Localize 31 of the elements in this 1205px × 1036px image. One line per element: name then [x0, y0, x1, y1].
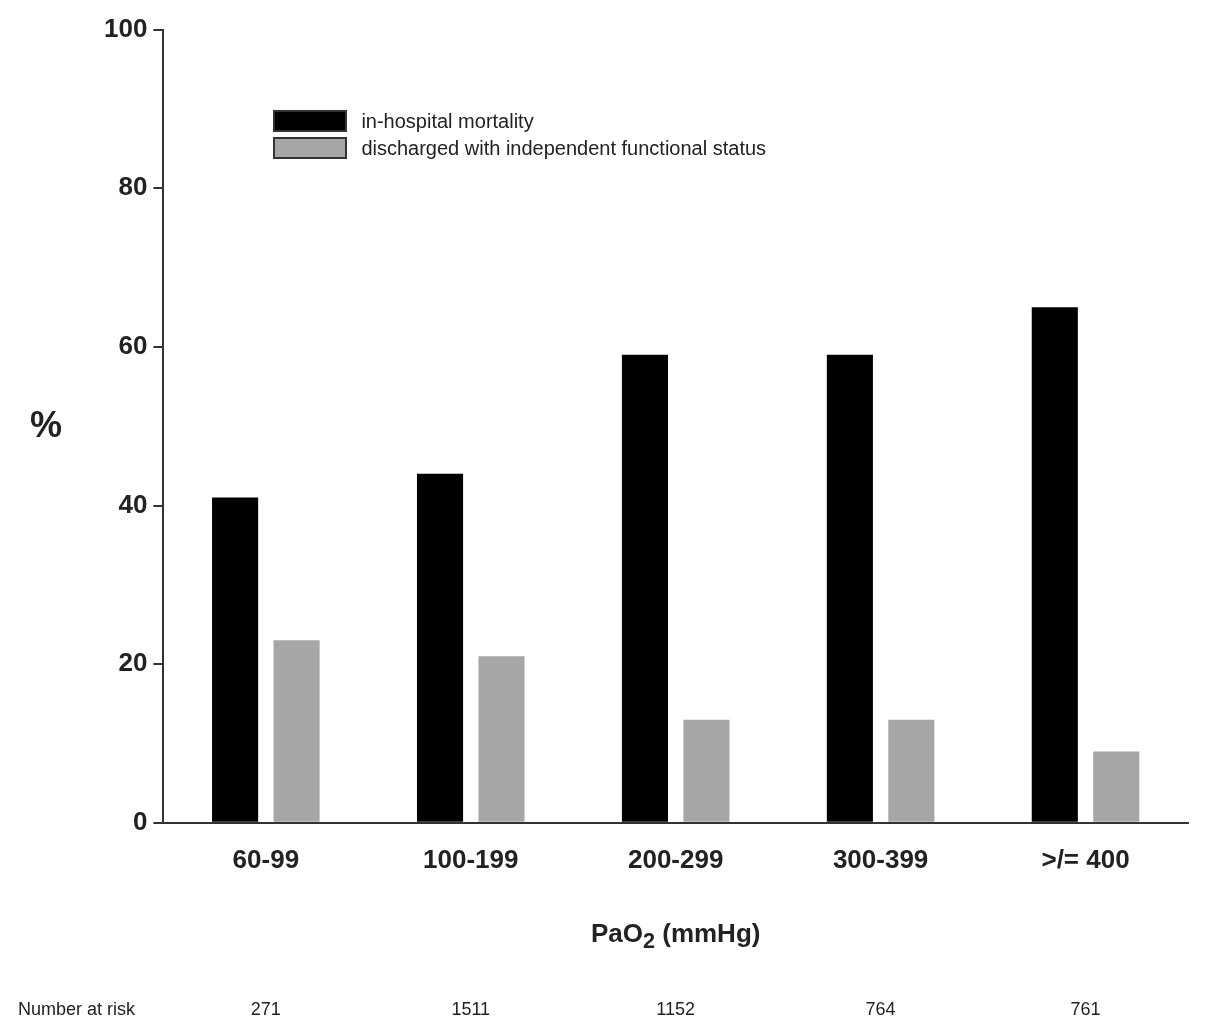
x-tick-label: 100-199: [423, 843, 519, 874]
bar: [683, 719, 730, 822]
bar: [888, 719, 935, 822]
bar: [212, 497, 259, 822]
x-tick-label: >/= 400: [1041, 843, 1130, 874]
legend-label: discharged with independent functional status: [361, 136, 767, 160]
text: 271: [250, 998, 281, 1019]
x-tick-label: 60-99: [232, 843, 300, 874]
y-tick-label: 0: [132, 805, 148, 836]
bar: [1031, 307, 1078, 822]
y-tick-label: 80: [118, 171, 148, 202]
bar: [1093, 751, 1140, 822]
text: Number at risk: [18, 998, 137, 1019]
text: 1152: [656, 998, 696, 1019]
text: 764: [865, 998, 896, 1019]
bar: [416, 473, 464, 822]
bar: [621, 354, 669, 822]
y-tick-label: 40: [118, 488, 148, 519]
text: 761: [1070, 998, 1101, 1019]
text: 1511: [451, 998, 491, 1019]
bar: [826, 354, 873, 822]
x-axis-title: PaO$_{2}$ (mmHg): [589, 917, 762, 954]
bar: [273, 640, 320, 822]
x-tick-label: 300-399: [832, 843, 929, 874]
x-tick-label: 200-299: [627, 843, 724, 874]
bar: [478, 656, 525, 822]
y-tick-label: 20: [118, 647, 148, 678]
legend-label: in-hospital mortality: [361, 109, 534, 133]
y-tick-label: 60: [118, 330, 148, 361]
y-axis-title: %: [30, 404, 63, 447]
y-tick-label: 100: [103, 12, 148, 43]
